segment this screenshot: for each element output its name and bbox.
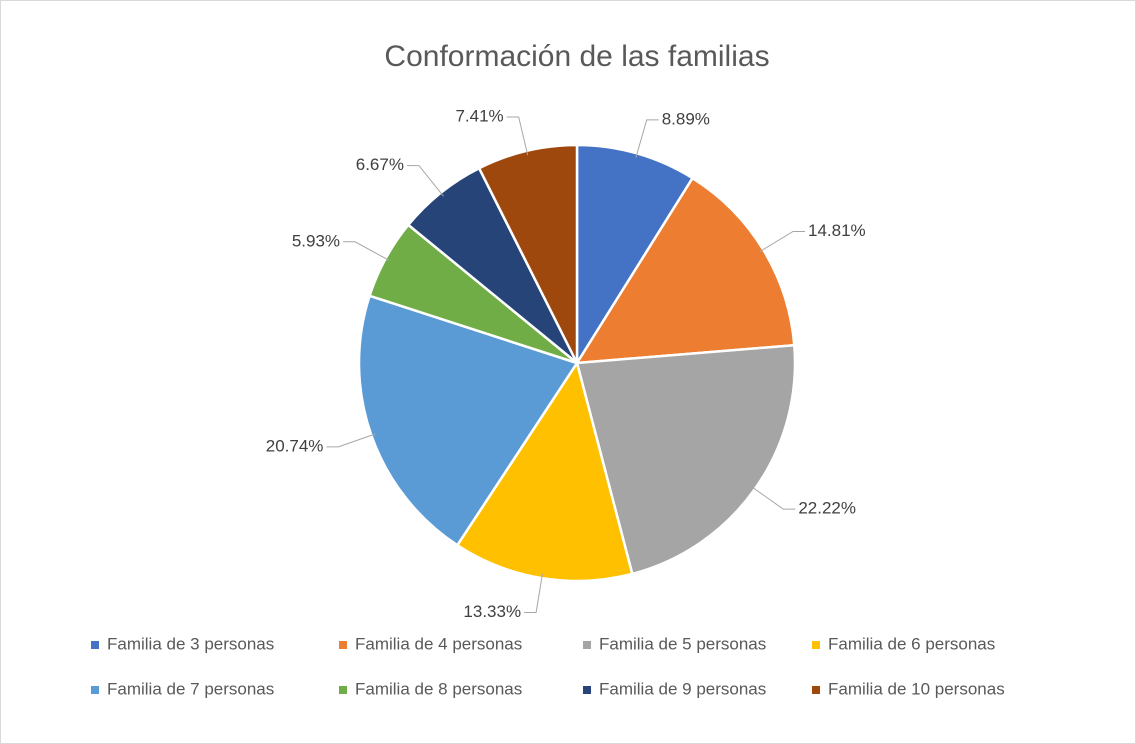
leader-line <box>326 433 376 448</box>
legend-marker <box>812 686 820 694</box>
legend-marker <box>339 641 347 649</box>
data-label: 5.93% <box>292 231 340 250</box>
legend-label: Familia de 5 personas <box>599 634 766 653</box>
data-label: 14.81% <box>808 221 866 240</box>
data-label: 7.41% <box>455 106 503 125</box>
legend-label: Familia de 3 personas <box>107 634 274 653</box>
data-label: 6.67% <box>356 155 404 174</box>
legend-marker <box>91 641 99 649</box>
legend-marker <box>583 641 591 649</box>
leader-line <box>635 119 659 158</box>
legend-label: Familia de 9 personas <box>599 679 766 698</box>
data-label: 22.22% <box>798 499 856 518</box>
leader-line <box>506 116 529 156</box>
data-label: 8.89% <box>662 109 710 128</box>
data-label: 13.33% <box>463 602 521 621</box>
leader-line <box>406 165 444 197</box>
legend-label: Familia de 7 personas <box>107 679 274 698</box>
legend-label: Familia de 10 personas <box>828 679 1005 698</box>
legend-label: Familia de 4 personas <box>355 634 522 653</box>
legend-marker <box>583 686 591 694</box>
legend-marker <box>812 641 820 649</box>
leader-line <box>751 486 796 510</box>
data-label: 20.74% <box>266 436 324 455</box>
legend-marker <box>339 686 347 694</box>
legend-marker <box>91 686 99 694</box>
chart-title: Conformación de las familias <box>384 40 769 73</box>
leader-line <box>759 230 805 253</box>
leader-line <box>343 241 390 262</box>
legend-label: Familia de 8 personas <box>355 679 522 698</box>
leader-line <box>524 573 543 614</box>
legend-label: Familia de 6 personas <box>828 634 995 653</box>
